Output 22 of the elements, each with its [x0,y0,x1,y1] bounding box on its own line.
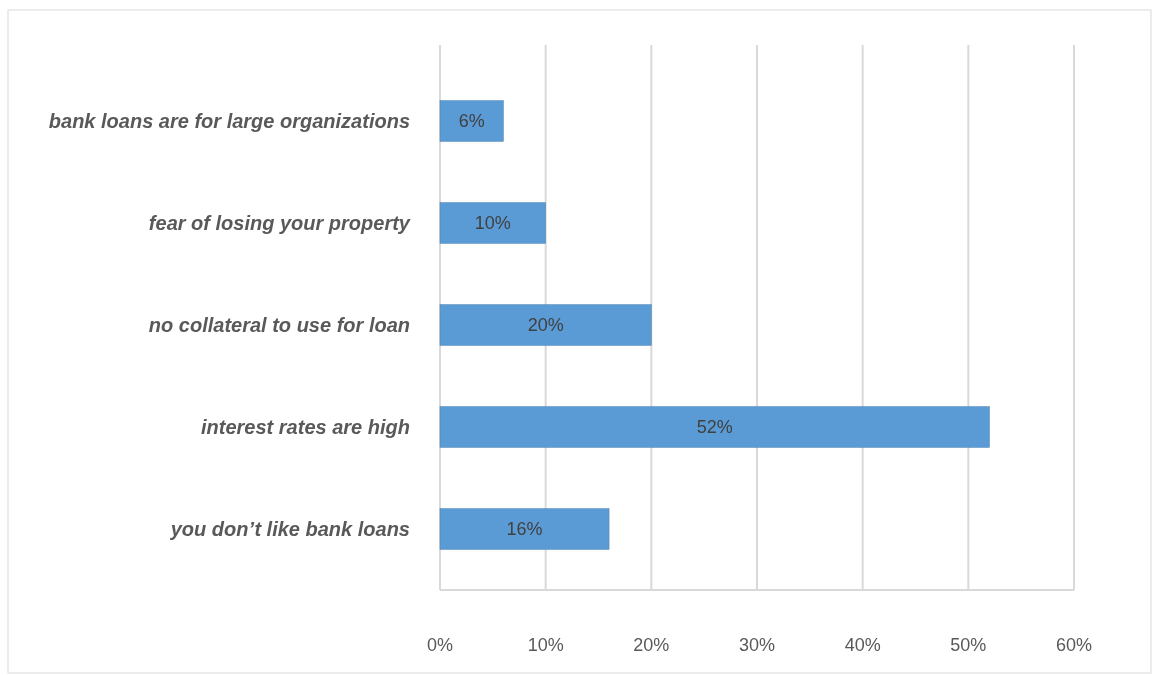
y-tick-label: bank loans are for large organizations [48,110,410,132]
x-tick-label: 40% [844,635,881,656]
bar [439,202,546,244]
x-tick-label: 60% [1055,635,1093,656]
data-label: 10% [474,213,511,234]
bar [439,406,990,448]
data-label: 16% [506,519,543,540]
bar [439,304,652,346]
bar [439,508,610,550]
data-label: 20% [527,315,564,336]
data-label: 6% [458,111,485,132]
x-tick-label: 50% [950,635,987,656]
x-tick-label: 30% [738,635,776,656]
bar [439,100,504,142]
data-label: 52% [696,417,733,438]
y-tick-label: interest rates are high [201,416,410,438]
x-tick-label: 10% [527,635,564,656]
x-tick-label: 0% [426,635,454,656]
y-tick-label: you don’t like bank loans [169,518,410,540]
y-tick-label: fear of losing your property [148,212,411,234]
y-tick-label: no collateral to use for loan [148,314,410,336]
x-tick-label: 20% [633,635,670,656]
